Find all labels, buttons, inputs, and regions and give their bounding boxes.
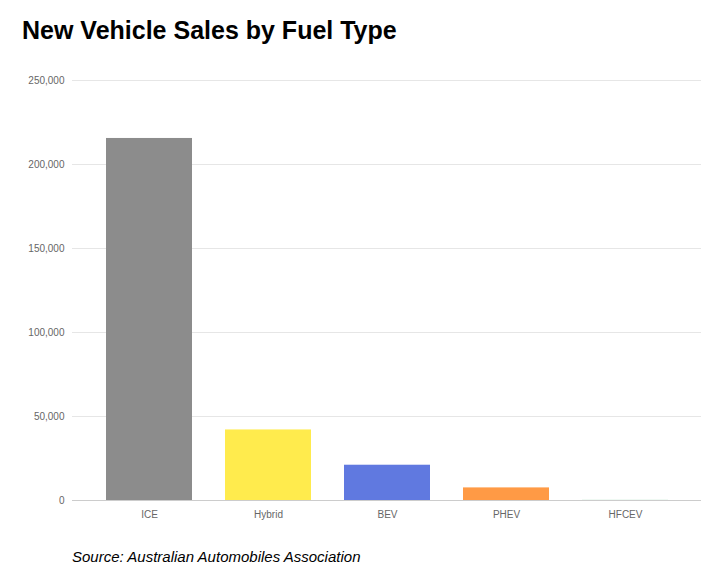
svg-text:HFCEV: HFCEV xyxy=(609,509,643,520)
svg-text:PHEV: PHEV xyxy=(493,509,521,520)
svg-text:Hybrid: Hybrid xyxy=(254,509,283,520)
svg-text:0: 0 xyxy=(59,495,65,506)
svg-text:200,000: 200,000 xyxy=(28,159,65,170)
svg-text:100,000: 100,000 xyxy=(28,327,65,338)
html-text:Source: Australian Automobiles: Source: Australian Automobiles Associati… xyxy=(72,548,361,565)
svg-text:ICE: ICE xyxy=(141,509,158,520)
svg-text:250,000: 250,000 xyxy=(28,75,65,86)
html-text:New Vehicle Sales by Fuel Type: New Vehicle Sales by Fuel Type xyxy=(22,16,397,44)
svg-text:BEV: BEV xyxy=(377,509,397,520)
svg-text:50,000: 50,000 xyxy=(34,411,65,422)
svg-text:150,000: 150,000 xyxy=(28,243,65,254)
